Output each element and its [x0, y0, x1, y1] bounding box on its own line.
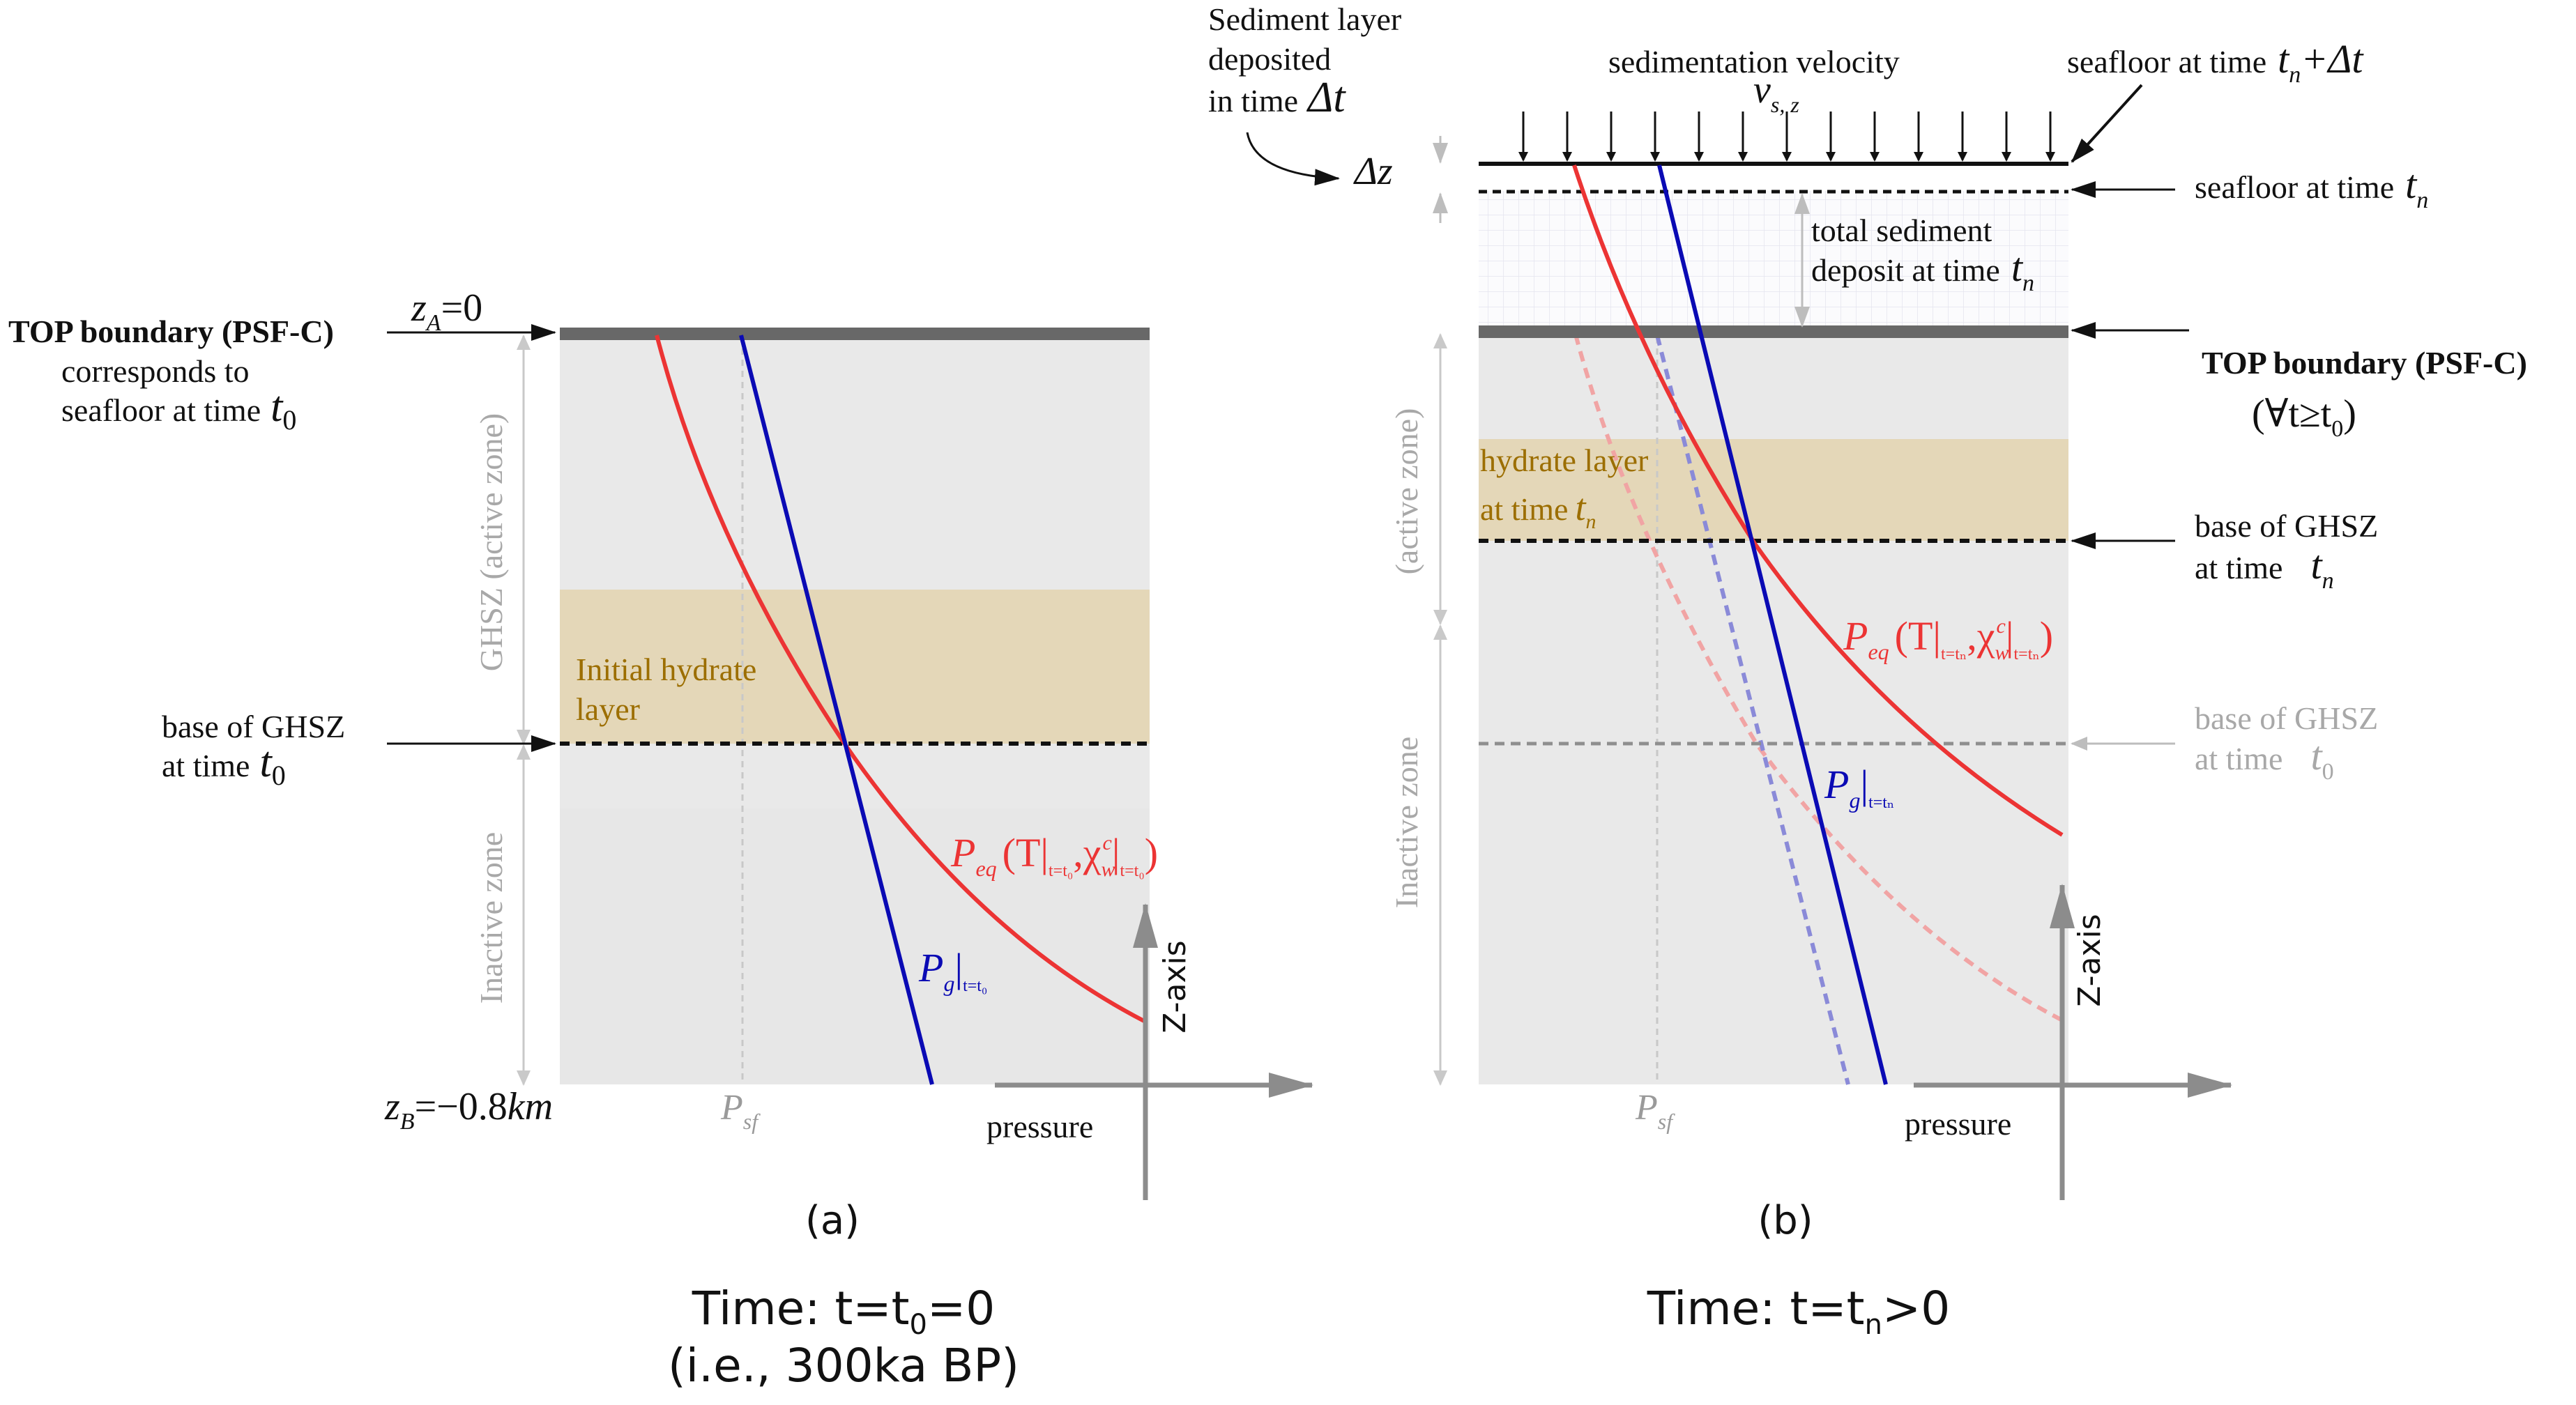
- panel-a-top-boundary-label: TOP boundary (PSF-C): [8, 314, 334, 349]
- panel-a-inactive-zone: [560, 808, 1150, 1084]
- panel-b-base-time-label: at time tn: [2195, 542, 2334, 594]
- panel-a-hydrate-label-1: Initial hydrate: [576, 652, 756, 687]
- panel-b-active-label: (active zone): [1389, 408, 1424, 575]
- panel-b-caption: (b): [1758, 1198, 1813, 1243]
- panel-b-base-ghsz-label: base of GHSZ: [2195, 508, 2378, 544]
- panel-a-hydrate-label-2: layer: [576, 691, 640, 727]
- panel-b-base-ghsz-old-label: base of GHSZ: [2195, 700, 2378, 736]
- panel-a-caption: (a): [805, 1198, 860, 1243]
- panel-a-hydrate-layer: [560, 590, 1150, 744]
- panel-a-za-label: zA=0: [411, 286, 482, 336]
- panel-a-base-time-label: at time t0: [162, 739, 286, 791]
- panel-b-peq-curve: [1572, 164, 2064, 837]
- panel-b-seafloor-tn-label: seafloor at time tn: [2195, 162, 2428, 213]
- panel-b-sediment-label-2: deposited: [1208, 41, 1331, 77]
- panel-b-pg-line: [1657, 164, 1888, 1085]
- panel-b-base-old-time-label: at time t0: [2195, 733, 2334, 785]
- panel-a-zaxis-label: Z-axis: [1157, 940, 1193, 1033]
- panel-a-seafloor-label: seafloor at time t0: [61, 383, 296, 436]
- panel-b-pg-faded: [1655, 335, 1850, 1085]
- panel-a-pressure-label: pressure: [986, 1109, 1093, 1144]
- panel-b-inactive-label: Inactive zone: [1389, 737, 1424, 908]
- panel-b-peq-label: Peq (T|t=tₙ,χwc|t=tₙ): [1843, 613, 2053, 664]
- panel-a: TOP boundary (PSF-C) corresponds to seaf…: [8, 286, 1313, 1392]
- panel-b: Sediment layer deposited in time Δt sedim…: [1208, 1, 2527, 1341]
- panel-b-seafloor-tn-dt-arrow: [2071, 84, 2143, 163]
- panel-a-corresponds-label: corresponds to: [61, 353, 250, 389]
- panel-b-peq-faded: [1573, 334, 2065, 1023]
- panel-b-hydrate-layer: [1479, 439, 2068, 541]
- panel-a-base-ghsz-label: base of GHSZ: [162, 709, 345, 744]
- panel-a-inactive-label: Inactive zone: [473, 832, 509, 1004]
- panel-b-hydrate-label-2: at time tn: [1480, 486, 1596, 533]
- panel-b-sediment-label-1: Sediment layer: [1208, 1, 1401, 37]
- panel-b-sedimentation-arrows: [1518, 112, 2055, 162]
- panel-a-ghsz-label: GHSZ (active zone): [473, 413, 509, 671]
- panel-b-sediment-deposit: [1479, 191, 2068, 332]
- panel-b-seafloor-tn-dt-label: seafloor at time tn+Δt: [2067, 36, 2364, 88]
- panel-a-zb-label: zB=−0.8km: [384, 1085, 553, 1135]
- panel-b-top-boundary-label: TOP boundary (PSF-C): [2202, 345, 2527, 381]
- panel-b-velocity-label: sedimentation velocity: [1608, 44, 1900, 79]
- panel-a-psf-label: Psf: [720, 1088, 761, 1134]
- panel-b-total-sed-label-2: deposit at time tn: [1811, 245, 2034, 296]
- panel-a-peq-label: Peq (T|t=t₀,χwc|t=t₀): [950, 830, 1158, 881]
- panel-b-hydrate-label-1: hydrate layer: [1480, 443, 1648, 478]
- panel-b-zaxis-label: Z-axis: [2072, 914, 2108, 1006]
- panel-a-time-note: (i.e., 300ka BP): [668, 1339, 1019, 1392]
- panel-a-pg-label: Pg|t=t₀: [918, 945, 987, 996]
- panel-a-pg-line: [739, 335, 934, 1085]
- panel-b-total-sed-label-1: total sediment: [1811, 213, 1992, 248]
- panel-b-sediment-label-3: in time Δt: [1208, 74, 1346, 121]
- panel-b-pressure-label: pressure: [1905, 1106, 2011, 1142]
- panel-b-delta-z-label: Δz: [1353, 150, 1393, 193]
- panel-a-time: Time: t=t0=0: [692, 1282, 996, 1341]
- panel-b-time: Time: t=tn>0: [1647, 1282, 1950, 1341]
- panel-b-forall-label: (∀t≥t0): [2252, 392, 2356, 442]
- panel-b-psf-label: Psf: [1635, 1088, 1675, 1134]
- panel-b-sediment-arrow: [1246, 132, 1340, 186]
- panel-b-pg-label: Pg|t=tₙ: [1824, 762, 1894, 813]
- panel-b-velocity-symbol: vs, z: [1753, 68, 1799, 117]
